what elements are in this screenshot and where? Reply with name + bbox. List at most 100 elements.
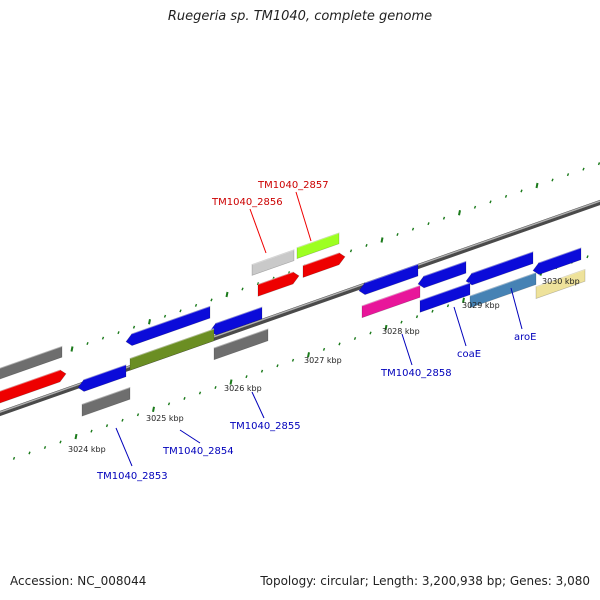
gene-feature-highlight [131,305,211,335]
scale-tick [369,331,372,335]
scale-tick [307,352,310,358]
gene-feature-shape [0,345,63,380]
accession-label: Accession: [10,574,74,588]
gene-label-tm1040-2858[interactable]: TM1040_2858 [380,368,452,379]
gene-feature-highlight [296,232,340,249]
scale-tick [132,325,136,329]
scale-tick [582,167,585,171]
gene-feature [0,369,67,404]
scale-label: 3030 kbp [542,277,580,286]
gene-labels: TM1040_2857 TM1040_2856 TM1040_2853 TM10… [96,180,536,482]
gene-feature-shape [209,306,263,336]
gene-feature-highlight [471,250,534,274]
scale-label: 3024 kbp [68,445,106,454]
gene-label-tm1040-2857[interactable]: TM1040_2857 [257,180,329,191]
label-leader [510,287,523,330]
scale-tick [442,216,446,220]
scale-label: 3029 kbp [462,301,500,310]
scale-tick [90,429,93,433]
gene-feature-highlight [251,248,295,266]
scale-tick [59,440,62,444]
scale-tick [86,342,89,346]
scale-tick [179,309,182,313]
gene-label-coae[interactable]: coaE [457,349,481,360]
scale-tick [504,194,508,198]
gene-feature [532,247,582,275]
gene-label-aroe[interactable]: aroE [514,332,536,343]
scale-tick [353,336,357,340]
scale-tick [167,402,171,406]
gene-feature [535,268,586,299]
gene-features [0,232,586,417]
scale-tick [163,314,167,318]
scale-label: 3027 kbp [304,356,342,365]
gene-feature-shape [81,386,131,417]
gene-label-tm1040-2854[interactable]: TM1040_2854 [162,446,234,457]
gene-feature-highlight [0,369,61,392]
scale-tick [225,291,229,298]
gene-feature-highlight [302,252,340,267]
gene-feature-highlight [364,263,419,284]
gene-feature [251,248,295,276]
gene-feature-shape [0,369,67,404]
scale-label: 3028 kbp [382,327,420,336]
genes-label: Genes: [509,574,552,588]
scale-tick [535,182,539,189]
scale-tick [365,243,368,247]
gene-label-tm1040-2853[interactable]: TM1040_2853 [96,471,168,482]
scale-tick [427,222,430,226]
gene-feature-shape [125,305,211,346]
gene-feature-shape [361,284,421,319]
scale-tick [473,205,477,209]
gene-feature [419,282,471,313]
gene-label-tm1040-2855[interactable]: TM1040_2855 [229,421,301,432]
gene-feature [358,263,419,295]
gene-label-tm1040-2856[interactable]: TM1040_2856 [211,197,283,208]
gene-feature-shape [532,247,582,275]
scale-tick [241,287,244,291]
gene-feature-highlight [0,345,63,369]
gene-feature-highlight [129,328,215,359]
scale-tick [431,309,434,313]
gene-feature-shape [417,260,467,289]
label-leader [295,191,312,242]
gene-feature-highlight [83,363,127,381]
gene-feature [0,345,63,380]
gene-feature [469,271,537,309]
scale-tick [462,297,465,304]
gene-feature-highlight [535,268,586,288]
scale-tick [105,424,109,428]
gene-feature-shape [213,328,269,361]
gene-feature-highlight [361,284,421,307]
scale-labels: 3024 kbp 3025 kbp 3026 kbp 3027 kbp 3028… [68,277,580,454]
gene-feature-highlight [469,271,537,297]
gene-feature-shape [358,263,419,295]
scale-tick [400,320,403,324]
scale-tick [446,304,450,308]
length-label: Length: [372,574,419,588]
label-leader [453,306,467,347]
scale-tick [349,249,353,253]
accession-value: NC_008044 [77,574,147,588]
gene-feature [77,363,127,392]
scale-tick [101,336,105,340]
scale-tick [210,298,213,302]
scale-tick [121,418,124,422]
scale-tick [597,162,600,166]
scale-tick [70,346,74,352]
scale-tick [396,233,399,237]
gene-feature-highlight [81,386,131,405]
scale-tick [229,379,233,385]
label-leader [115,427,133,467]
scale-tick [260,369,264,373]
gene-feature [209,306,263,336]
gene-feature-shape [419,282,471,313]
gene-feature [296,232,340,259]
scale-tick [256,282,260,286]
scale-label: 3026 kbp [224,384,262,393]
gene-feature [81,386,131,417]
label-leader [251,391,265,419]
scale-tick [322,347,326,351]
accession-info: Accession: NC_008044 [10,574,146,588]
